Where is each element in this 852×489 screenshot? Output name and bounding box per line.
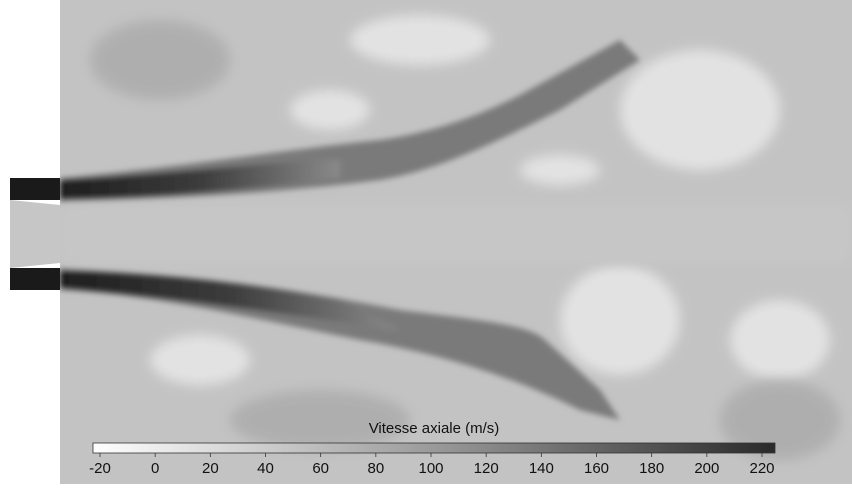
colorbar-tick-label: 120 xyxy=(474,460,499,477)
colorbar-tick-label: 200 xyxy=(694,460,719,477)
velocity-field xyxy=(10,0,852,484)
colorbar-tick-label: 160 xyxy=(584,460,609,477)
colorbar-tick-label: 80 xyxy=(367,460,384,477)
colorbar-tick-label: 100 xyxy=(418,460,443,477)
colorbar-tick-label: 0 xyxy=(151,460,159,477)
colorbar-tick-label: 20 xyxy=(202,460,219,477)
colorbar-tick-label: 140 xyxy=(529,460,554,477)
colorbar-title: Vitesse axiale (m/s) xyxy=(369,420,500,437)
colorbar-tick-label: -20 xyxy=(89,460,111,477)
colorbar-scale xyxy=(92,442,776,454)
colorbar-tick-label: 180 xyxy=(639,460,664,477)
colorbar-tick-label: 40 xyxy=(257,460,274,477)
colorbar: Vitesse axiale (m/s) -20 0 20 40 60 80 100 120 1… xyxy=(89,420,776,477)
colorbar-tick-label: 60 xyxy=(312,460,329,477)
colorbar-tick-label: 220 xyxy=(749,460,774,477)
